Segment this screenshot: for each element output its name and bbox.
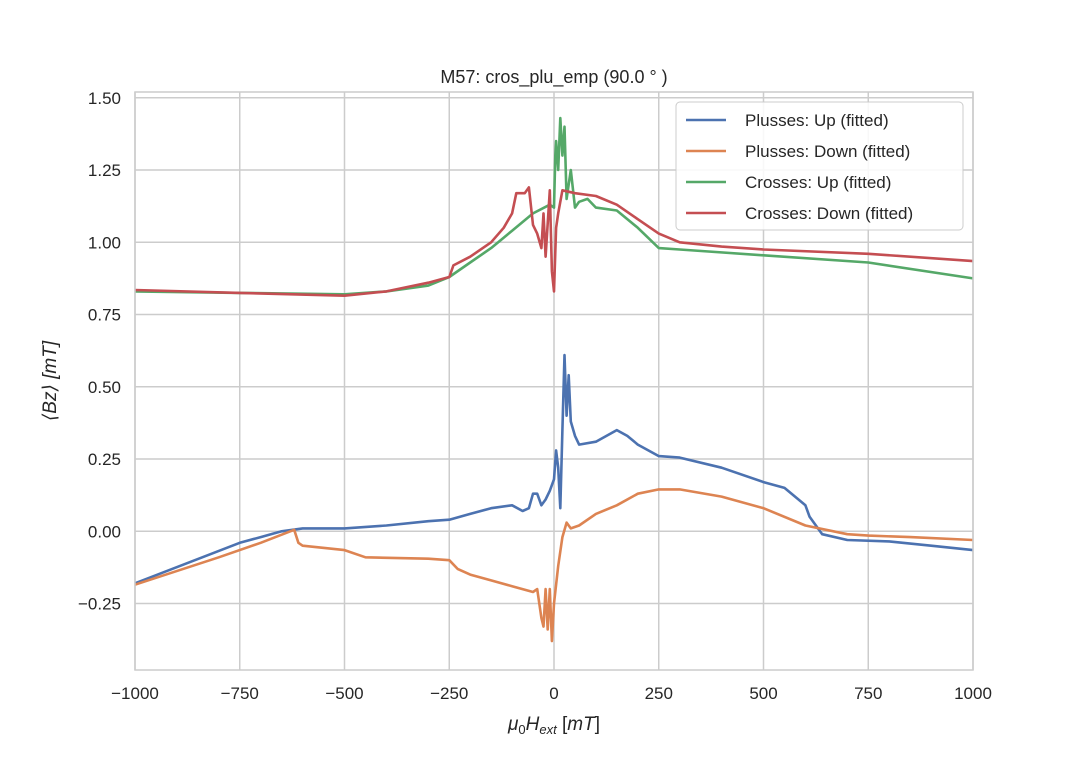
y-tick-label: 0.25 (88, 450, 121, 469)
chart-title: M57: cros_plu_emp (90.0 ° ) (440, 67, 667, 88)
legend-label: Crosses: Up (fitted) (745, 173, 891, 192)
y-tick-label: 0.75 (88, 306, 121, 325)
legend-box (675, 101, 964, 231)
grid (134, 92, 974, 670)
x-tick-labels: −1000 −750 −500 −250 0 250 500 750 1000 (111, 684, 992, 703)
y-axis-label: ⟨Bz⟩ [mT] (40, 340, 61, 421)
series-line-3 (134, 186, 974, 297)
legend-label: Crosses: Down (fitted) (745, 204, 913, 223)
series-line-1 (134, 488, 974, 643)
x-tick-label: 250 (645, 684, 673, 703)
y-tick-label: 0.50 (88, 378, 121, 397)
x-tick-label: −750 (221, 684, 259, 703)
x-tick-label: −1000 (111, 684, 159, 703)
legend-label: Plusses: Down (fitted) (745, 142, 910, 161)
x-tick-label: 1000 (954, 684, 992, 703)
x-tick-label: −250 (430, 684, 468, 703)
x-tick-label: 750 (854, 684, 882, 703)
series-lines (134, 116, 974, 643)
plot-frame (134, 91, 974, 671)
series-line-0 (134, 353, 974, 585)
x-axis-label: μ0Hext [mT] (507, 714, 600, 737)
legend: Plusses: Up (fitted) Plusses: Down (fitte… (675, 101, 964, 231)
y-tick-label: 1.50 (88, 89, 121, 108)
y-tick-labels: −0.25 0.00 0.25 0.50 0.75 1.00 1.25 1.50 (78, 89, 121, 614)
y-tick-label: −0.25 (78, 595, 121, 614)
y-tick-label: 1.00 (88, 233, 121, 252)
y-tick-label: 1.25 (88, 161, 121, 180)
x-tick-label: 500 (749, 684, 777, 703)
x-tick-label: −500 (325, 684, 363, 703)
y-tick-label: 0.00 (88, 522, 121, 541)
x-tick-label: 0 (549, 684, 558, 703)
legend-label: Plusses: Up (fitted) (745, 111, 889, 130)
